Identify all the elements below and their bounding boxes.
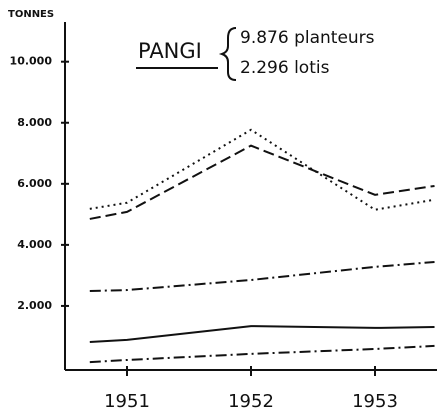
y-tick-label: 4.000 <box>17 238 52 251</box>
y-tick-label: 8.000 <box>17 116 52 129</box>
y-tick-label: 10.000 <box>10 55 53 68</box>
annotation: 9.876 planteurs <box>240 28 375 48</box>
annotation-title: PANGI <box>138 39 202 63</box>
y-tick-label: 6.000 <box>17 177 52 190</box>
line <box>89 128 435 211</box>
x-tick-label: 1951 <box>104 391 150 412</box>
line <box>89 344 435 364</box>
y-tick-label: 2.000 <box>17 299 52 312</box>
line <box>89 144 435 220</box>
x-tick-label: 1953 <box>352 391 398 412</box>
brace <box>218 27 237 81</box>
line <box>89 260 435 292</box>
x-tick-label: 1952 <box>228 391 274 412</box>
line <box>89 325 435 343</box>
annotation: 2.296 lotis <box>240 58 330 78</box>
y-axis-label: TONNES <box>8 9 54 20</box>
